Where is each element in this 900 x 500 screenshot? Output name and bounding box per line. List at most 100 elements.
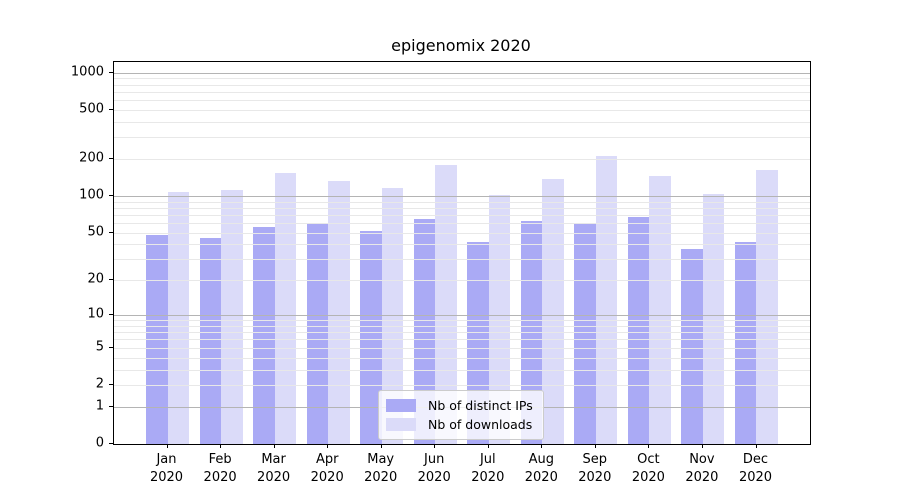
x-tick-mark [327,444,329,448]
x-tick-label: Jul 2020 [471,452,505,485]
bar-downloads-jul [488,194,511,444]
x-tick-label: Aug 2020 [524,452,558,485]
x-tick-label: Oct 2020 [631,452,665,485]
gridline-minor [114,339,810,341]
bar-distinct-ips-feb [199,238,222,444]
bar-downloads-jan [167,191,190,444]
x-tick-mark [701,444,703,448]
gridline-minor [114,100,810,102]
x-tick-label: Apr 2020 [310,452,344,485]
bar-distinct-ips-dec [734,241,757,444]
y-tick-mark [109,314,113,316]
y-tick-label: 100 [79,187,104,203]
y-tick-label: 200 [79,150,104,166]
gridline-minor [114,369,810,371]
x-tick-mark [648,444,650,448]
bar-downloads-mar [274,173,297,444]
legend-item-downloads: Nb of downloads [386,415,535,434]
x-tick-mark [755,444,757,448]
legend-swatch-distinct-ips [386,399,416,412]
bar-distinct-ips-may [360,230,382,444]
gridline-minor [114,385,810,386]
y-tick-label: 2 [95,376,104,392]
bar-downloads-nov [702,193,725,444]
y-tick-mark [109,279,113,281]
gridline-major [114,196,810,197]
gridline-minor [114,91,810,93]
y-tick-label: 1000 [70,64,104,80]
y-tick-label: 10 [87,306,104,322]
bar-distinct-ips-nov [681,248,703,444]
legend-swatch-downloads [386,418,416,431]
legend-label: Nb of downloads [428,417,533,432]
y-tick-mark [109,158,113,159]
gridline-minor [114,259,810,261]
y-tick-mark [109,443,113,444]
y-tick-label: 1 [95,398,104,414]
x-tick-mark [594,444,596,448]
x-tick-mark [273,444,275,448]
x-tick-mark [434,444,436,448]
gridline-minor [114,137,810,139]
gridline-minor [114,159,810,160]
x-tick-label: Jan 2020 [149,452,184,485]
gridline-minor [114,357,810,359]
x-tick-label: Mar 2020 [257,452,291,485]
y-tick-mark [109,346,113,348]
x-tick-label: Jun 2020 [417,452,451,485]
gridline-minor [114,214,810,216]
gridline-minor [114,280,810,282]
plot-area [113,61,811,445]
gridline-minor [114,207,810,209]
y-tick-mark [109,384,113,385]
gridline-minor [114,320,810,322]
bar-downloads-jun [435,164,457,444]
gridline-major [114,315,810,317]
x-tick-mark [220,444,222,448]
y-tick-mark [109,405,113,407]
gridline-minor [114,78,810,80]
gridline-minor [114,223,810,225]
y-tick-mark [109,195,113,196]
bar-distinct-ips-sep [574,223,596,444]
gridline-minor [114,347,810,349]
y-tick-mark [109,231,113,233]
legend-item-distinct-ips: Nb of distinct IPs [386,396,535,415]
gridline-minor [114,232,810,234]
x-tick-label: Feb 2020 [203,452,237,485]
bar-downloads-sep [595,156,618,444]
bar-distinct-ips-jun [413,218,436,444]
y-tick-label: 500 [79,101,104,117]
legend-label: Nb of distinct IPs [428,398,533,413]
y-tick-label: 50 [87,224,104,240]
gridline-minor [114,201,810,203]
x-tick-label: Sep 2020 [578,452,612,485]
bar-downloads-apr [328,180,350,444]
gridline-major [114,72,810,74]
y-tick-mark [109,71,113,73]
x-tick-label: Nov 2020 [685,452,719,485]
gridline-minor [114,121,810,123]
gridline-minor [114,332,810,334]
bar-downloads-feb [221,189,243,444]
x-tick-label: May 2020 [364,452,398,485]
y-tick-label: 5 [95,339,104,355]
bar-downloads-aug [542,178,564,444]
bar-downloads-oct [649,175,671,444]
bar-distinct-ips-apr [306,223,329,444]
gridline-minor [114,109,810,111]
x-tick-mark [541,444,543,448]
x-tick-label: Dec 2020 [738,452,773,485]
chart-title: epigenomix 2020 [391,36,531,55]
y-tick-label: 0 [95,435,104,451]
x-tick-mark [380,444,382,448]
x-tick-mark [487,444,489,448]
legend: Nb of distinct IPs Nb of downloads [378,390,544,440]
y-tick-mark [109,108,113,110]
x-tick-mark [166,444,168,448]
gridline-minor [114,244,810,246]
y-tick-label: 20 [87,271,104,287]
bar-distinct-ips-oct [627,217,650,444]
gridline-minor [114,325,810,327]
